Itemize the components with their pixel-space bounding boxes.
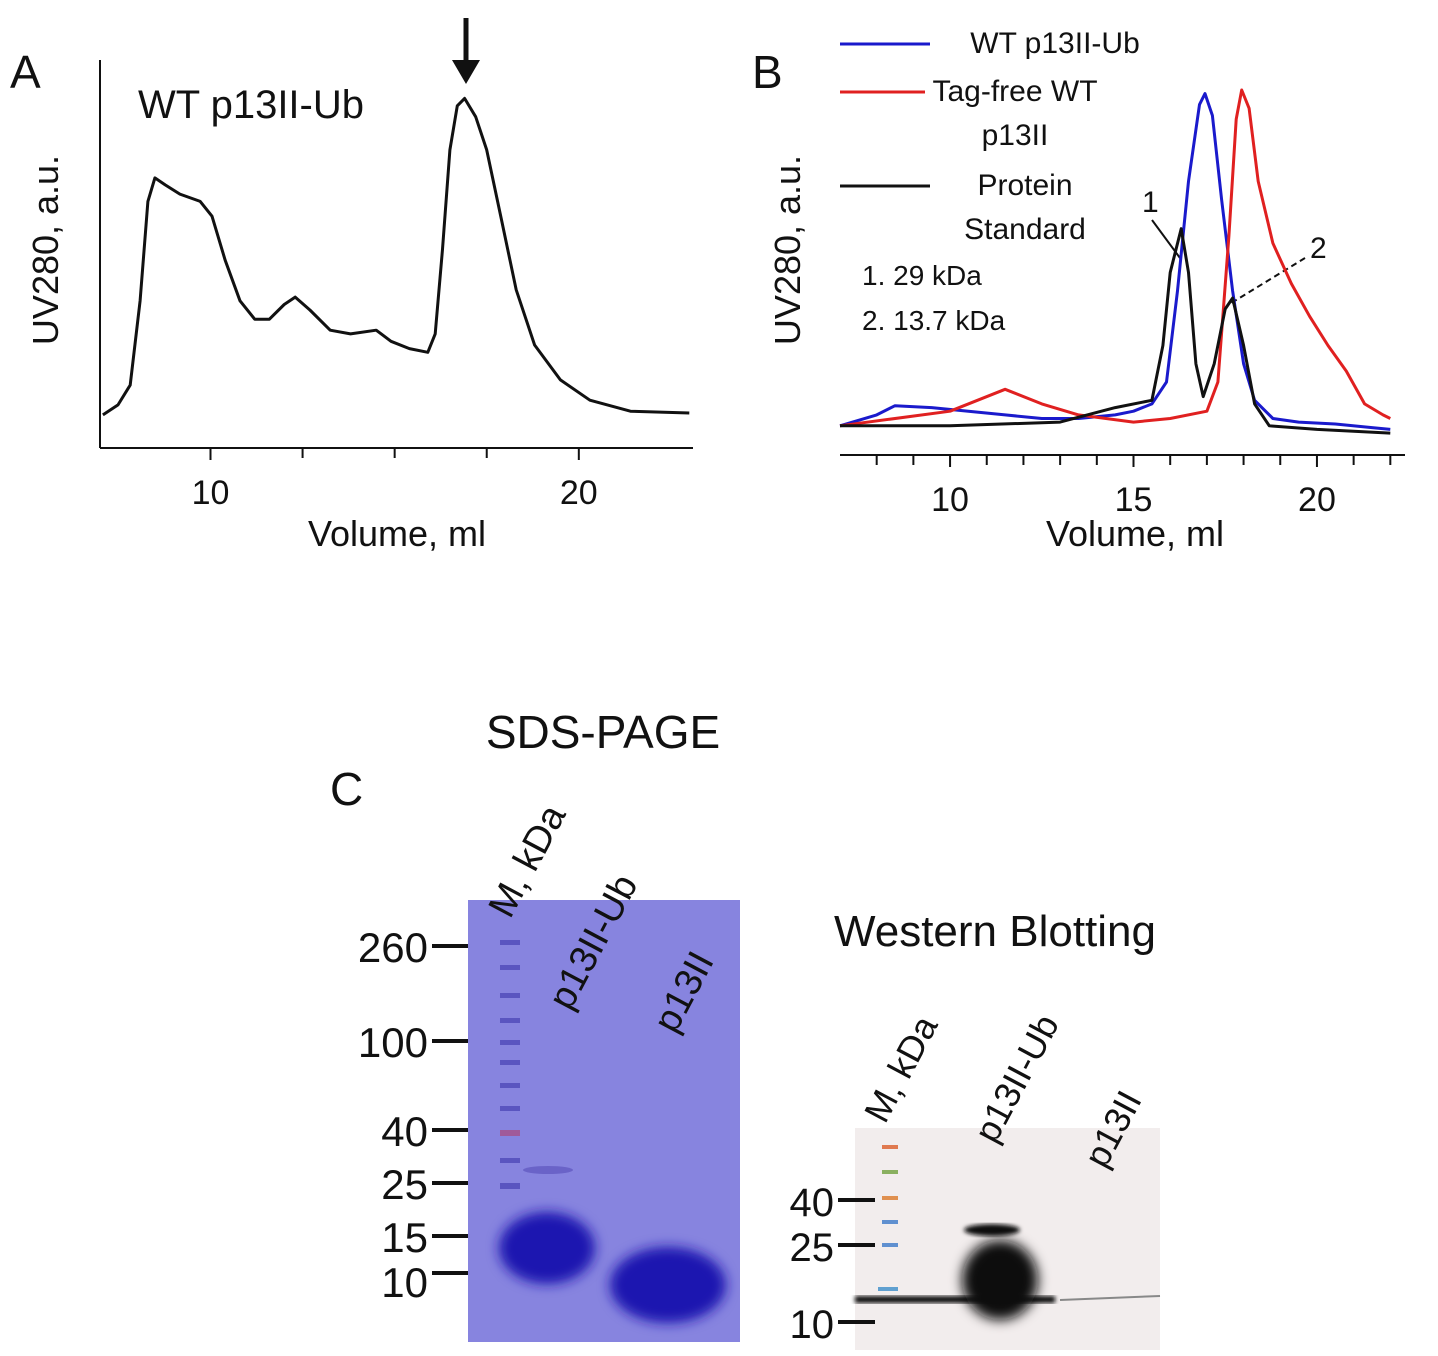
marker-labels: 260 100 40 25 15 10 (358, 924, 428, 1306)
line-series (102, 96, 690, 417)
marker-label: 25 (381, 1161, 428, 1208)
marker-label: 25 (790, 1226, 835, 1270)
line-series (839, 88, 1391, 428)
legend-label: WT p13II-Ub (970, 27, 1140, 60)
blot-title: Western Blotting (834, 907, 1156, 956)
panel-label: A (10, 46, 41, 98)
panel-label: B (752, 46, 783, 98)
x-axis-label: Volume, ml (308, 513, 486, 554)
annotation: 1 (1142, 186, 1159, 219)
y-axis-label: UV280, a.u. (25, 155, 66, 345)
line-series (840, 227, 1391, 435)
ladder (878, 1145, 898, 1291)
marker-label: 100 (358, 1019, 428, 1066)
legend-label: Tag-free WT p13II (932, 75, 1098, 152)
x-tick-label: 20 (1298, 481, 1336, 519)
band (610, 1247, 726, 1323)
band (499, 1212, 595, 1284)
x-tick-label: 10 (192, 474, 230, 512)
chart-title: WT p13II-Ub (138, 83, 364, 127)
band (855, 1296, 1055, 1303)
x-axis-label: Volume, ml (1046, 513, 1224, 554)
marker-ticks (432, 944, 468, 1275)
lane-label: M, kDa (856, 1008, 946, 1129)
x-tick-label: 20 (560, 474, 598, 512)
marker-label: 10 (790, 1303, 835, 1347)
annotation-arrow (1227, 257, 1306, 306)
marker-label: 40 (381, 1108, 428, 1155)
y-axis-label: UV280, a.u. (767, 155, 808, 345)
band (523, 1166, 573, 1174)
ladder (500, 940, 520, 1189)
band (962, 1240, 1038, 1320)
marker-labels: 40 25 10 (790, 1181, 835, 1347)
annotation: 2 (1310, 232, 1327, 265)
x-tick-label: 10 (931, 481, 969, 519)
annotation: 1. 29 kDa (862, 260, 982, 291)
marker-label: 15 (381, 1214, 428, 1261)
band (964, 1224, 1020, 1236)
marker-label: 10 (381, 1259, 428, 1306)
gel-title: SDS-PAGE (486, 706, 720, 758)
marker-ticks (838, 1198, 875, 1324)
marker-label: 40 (790, 1181, 835, 1225)
annotation: 2. 13.7 kDa (862, 305, 1006, 336)
lane-label: p13II-Ub (966, 1008, 1067, 1149)
x-tick-label: 15 (1115, 481, 1153, 519)
marker-label: 260 (358, 924, 428, 971)
arrow-head (452, 60, 480, 84)
panel-label: C (330, 763, 363, 815)
legend-label: Protein Standard (964, 169, 1086, 246)
band (1059, 1295, 1161, 1301)
